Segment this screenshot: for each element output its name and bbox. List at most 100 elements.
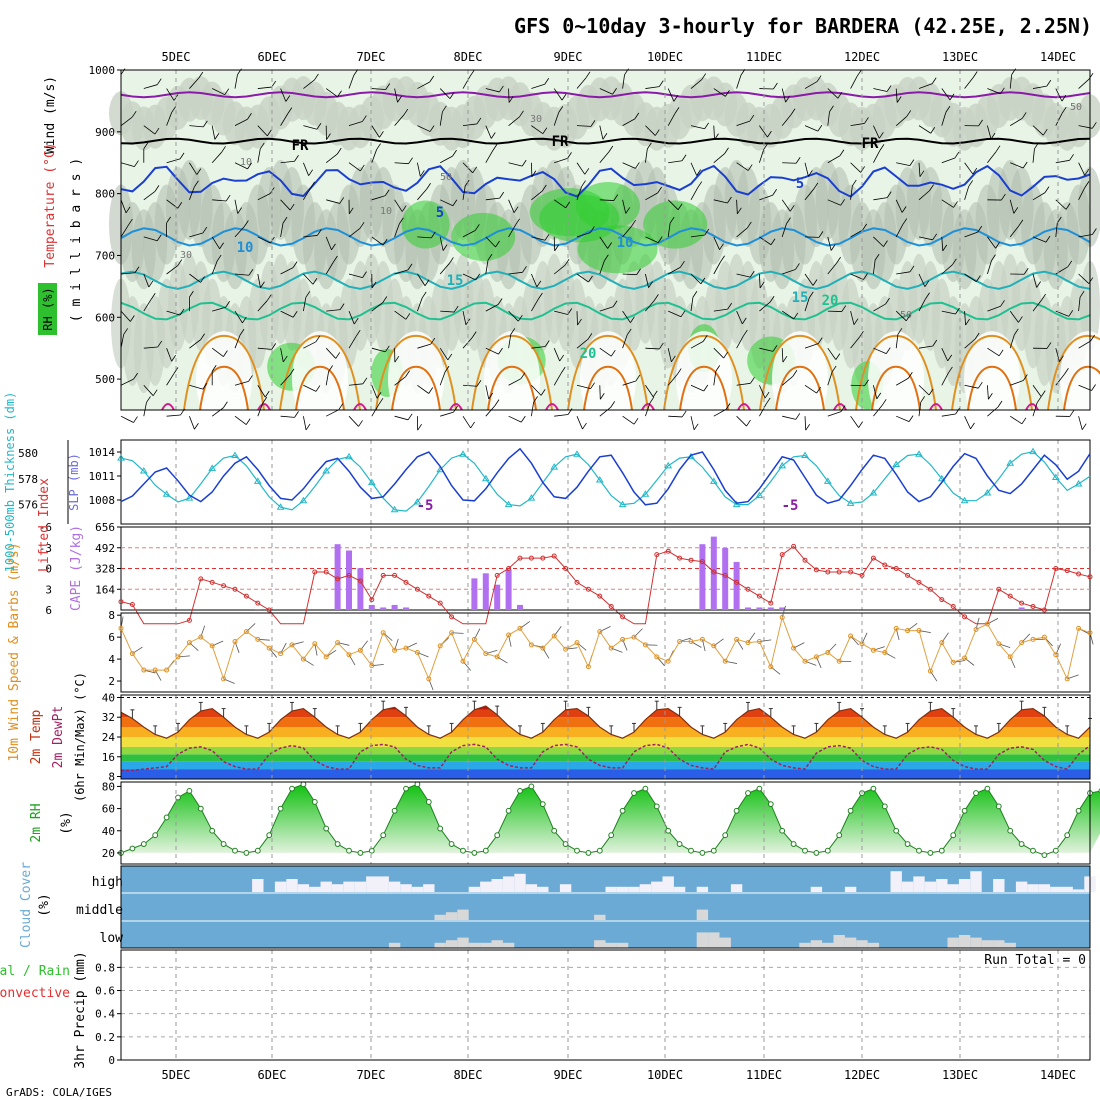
wind-barb-flag (219, 242, 224, 250)
wind-barb (439, 236, 444, 251)
wind-barb-flag (335, 352, 341, 359)
thickness-marker (459, 450, 467, 457)
wind-speed-marker (175, 654, 181, 660)
wind-barb (645, 148, 648, 163)
wind-barb-flag (976, 275, 981, 282)
wind-barb-flag (1044, 186, 1050, 193)
wind-speed-marker (734, 636, 740, 642)
thickness-marker (504, 500, 513, 508)
wind-speed-marker (540, 645, 546, 651)
lifted-index-marker (654, 552, 660, 558)
panel-frame (120, 69, 1091, 411)
wind-barb-flag (763, 143, 769, 150)
wind-barb (325, 88, 338, 98)
wind-barb-flag (362, 377, 368, 385)
wind-barb-flag (764, 391, 770, 399)
wind-barb (896, 377, 909, 386)
wind-speed-marker (984, 621, 990, 627)
wind-speed-marker (791, 645, 797, 651)
rh-line (120, 783, 1100, 856)
wind-barb-flag (239, 328, 245, 336)
temperature-contour-30 (391, 365, 441, 411)
wind-barb-flag (876, 392, 882, 400)
cloud-level-middle: middle (76, 903, 123, 918)
wind-barb (417, 162, 421, 177)
temperature-axis-units: (6hr Min/Max) (°C) (73, 672, 87, 802)
wind-barb-flag (282, 355, 288, 363)
wind-barb (485, 260, 489, 275)
wind-barb-flag (225, 194, 231, 202)
wind-barb (918, 273, 926, 287)
rh-marker (300, 781, 307, 788)
wind-speed-marker (152, 667, 158, 673)
wind-barb-flag (831, 365, 837, 373)
wind-barb (873, 197, 888, 201)
wind-barb-flag (1034, 142, 1039, 150)
wind-barb (1010, 162, 1024, 169)
wind-speed-marker (506, 632, 512, 638)
wind-barb (827, 347, 837, 360)
wind-barb-flag (626, 328, 632, 336)
wind-barb-flag (492, 144, 498, 151)
wind-barb (257, 86, 272, 89)
cloud-cover-bar (901, 881, 914, 892)
wind-barb-flag (285, 95, 291, 102)
thickness-marker (869, 489, 878, 496)
wind-speed-marker (973, 626, 979, 632)
rh-marker (653, 803, 660, 810)
wind-barb-flag (211, 365, 217, 372)
wind-barb (1078, 340, 1091, 349)
wind-barb (189, 186, 195, 200)
temperature-tick-label: 16 (102, 751, 115, 764)
wind-barb-flag (515, 218, 520, 226)
cloud-cover-bar (286, 879, 298, 892)
temperature-contour (120, 137, 1091, 145)
wind-barb-flag (567, 408, 573, 415)
wind-barb-flag (631, 219, 636, 227)
temperature-side-label: Temperature (°C) (43, 142, 58, 267)
wind-barb-flag (407, 263, 413, 271)
wind-barb-flag (247, 113, 252, 120)
wind-barb (120, 272, 135, 275)
wind-side-label: Wind (m/s) (43, 76, 58, 154)
wind-barb (371, 385, 378, 399)
wind-barb (895, 88, 898, 103)
cloud-cover-bar (274, 881, 287, 892)
lifted-index-marker (255, 600, 261, 606)
wind-barb-flag (908, 415, 914, 422)
rh-marker (688, 847, 694, 854)
wind-barb-flag (196, 168, 202, 175)
temperature-contour-25 (279, 334, 361, 411)
temperature-contour (120, 164, 1091, 198)
wind-barb (166, 373, 175, 386)
chart-title: GFS 0~10day 3-hourly for BARDERA (42.25E… (514, 14, 1092, 38)
panel-frame (120, 612, 1091, 693)
wind-barb (1009, 310, 1019, 323)
contour-label: FR (552, 134, 569, 150)
cloud-cover-bar (434, 914, 446, 920)
wind-barb-flag (267, 129, 272, 137)
wind-barb (873, 405, 883, 417)
wind-barb-flag (932, 233, 938, 241)
wind-barb-flag (394, 355, 400, 363)
wind-barb (531, 190, 543, 201)
cape-bar (722, 548, 729, 610)
wind-barb-flag (942, 244, 948, 252)
temperature-contour-30 (487, 365, 537, 411)
x-tick-label-top: 13DEC (942, 50, 978, 64)
rh-marker (482, 847, 489, 854)
lifted-index-marker (813, 567, 819, 573)
cloud-cover-bar (890, 871, 902, 892)
wind-barb-flag (1081, 423, 1087, 430)
thickness-marker (823, 477, 832, 484)
wind-barb-flag (266, 294, 272, 301)
contour-label: 15 (447, 273, 464, 289)
cloud-cover-bar (605, 942, 617, 948)
wind-barb-flag (326, 133, 331, 140)
wind-barb-flag (588, 275, 593, 283)
wind-barb (1010, 380, 1024, 386)
wind-barb (668, 415, 683, 418)
panel-frame (120, 781, 1091, 865)
wind-barb (941, 264, 953, 275)
wind-barb (531, 125, 544, 134)
